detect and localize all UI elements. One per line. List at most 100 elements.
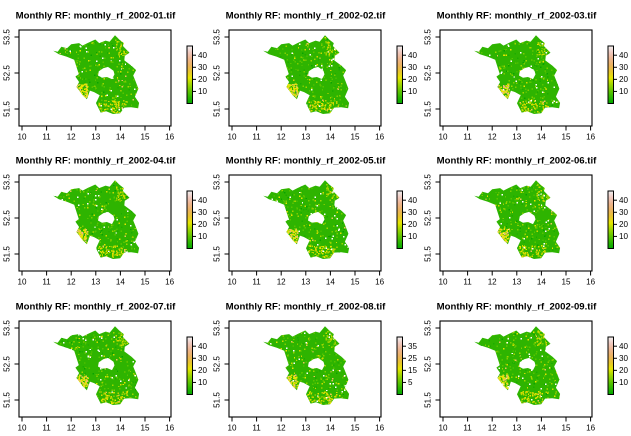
x-axis-tick-label: 15 bbox=[351, 278, 360, 287]
legend-tick-label: 30 bbox=[619, 208, 628, 217]
brandenburg-raster-map bbox=[263, 180, 350, 260]
x-axis-tick-label: 11 bbox=[253, 278, 262, 287]
x-axis-tick-label: 13 bbox=[302, 132, 311, 141]
legend-tick-label: 20 bbox=[198, 220, 207, 229]
x-axis-tick-label: 14 bbox=[537, 278, 546, 287]
x-axis-tick-label: 10 bbox=[438, 423, 447, 432]
legend-tick-label: 40 bbox=[198, 196, 207, 205]
x-axis-tick-label: 11 bbox=[42, 132, 51, 141]
x-axis-tick-label: 15 bbox=[561, 278, 570, 287]
legend-tick-label: 10 bbox=[408, 87, 417, 96]
y-axis-tick-label: 53.5 bbox=[3, 319, 12, 335]
map-panel-2002-05: Monthly RF: monthly_rf_2002-05.tif 10 11 12… bbox=[210, 145, 420, 290]
x-axis-tick-label: 12 bbox=[67, 132, 76, 141]
x-axis-tick-label: 13 bbox=[512, 423, 521, 432]
legend-colorbar bbox=[396, 45, 404, 104]
y-axis-tick-label: 53.5 bbox=[423, 29, 432, 45]
x-axis-tick-label: 10 bbox=[18, 132, 27, 141]
legend-colorbar bbox=[396, 336, 404, 395]
y-axis-tick-label: 52.5 bbox=[213, 210, 222, 226]
y-axis-tick-label: 53.5 bbox=[3, 29, 12, 45]
legend-tick-label: 20 bbox=[619, 366, 628, 375]
panel-title: Monthly RF: monthly_rf_2002-01.tif bbox=[16, 10, 176, 21]
legend-tick-label: 40 bbox=[619, 196, 628, 205]
legend-tick-label: 30 bbox=[408, 208, 417, 217]
x-axis-tick-label: 16 bbox=[586, 132, 595, 141]
legend-tick-label: 10 bbox=[198, 233, 207, 242]
y-axis-tick-label: 53.5 bbox=[213, 174, 222, 190]
x-axis-tick-label: 14 bbox=[537, 132, 546, 141]
panel-title: Monthly RF: monthly_rf_2002-06.tif bbox=[436, 156, 596, 167]
y-axis-tick-label: 53.5 bbox=[3, 174, 12, 190]
panel-plot: Monthly RF: monthly_rf_2002-05.tif 10 11 12… bbox=[213, 156, 418, 287]
x-axis-tick-label: 16 bbox=[586, 423, 595, 432]
x-axis-tick-label: 14 bbox=[326, 132, 335, 141]
panel-title: Monthly RF: monthly_rf_2002-07.tif bbox=[16, 301, 176, 312]
x-axis-tick-label: 16 bbox=[586, 278, 595, 287]
legend-tick-label: 40 bbox=[198, 342, 207, 351]
x-axis-tick-label: 16 bbox=[165, 132, 174, 141]
legend-tick-label: 40 bbox=[619, 51, 628, 60]
legend-tick-label: 15 bbox=[408, 366, 417, 375]
y-axis-tick-label: 52.5 bbox=[3, 210, 12, 226]
x-axis-tick-label: 12 bbox=[277, 278, 286, 287]
x-axis-tick-label: 10 bbox=[438, 278, 447, 287]
panel-title: Monthly RF: monthly_rf_2002-04.tif bbox=[16, 156, 176, 167]
y-axis-tick-label: 51.5 bbox=[3, 391, 12, 407]
panel-title: Monthly RF: monthly_rf_2002-03.tif bbox=[436, 10, 596, 21]
legend-tick-label: 20 bbox=[619, 220, 628, 229]
panel-title: Monthly RF: monthly_rf_2002-08.tif bbox=[226, 301, 386, 312]
y-axis-tick-label: 53.5 bbox=[423, 319, 432, 335]
panel-plot: Monthly RF: monthly_rf_2002-04.tif 10 11 12… bbox=[3, 156, 208, 287]
x-axis-tick-label: 13 bbox=[512, 278, 521, 287]
panel-plot: Monthly RF: monthly_rf_2002-03.tif 10 11 12… bbox=[423, 10, 628, 141]
x-axis-tick-label: 11 bbox=[253, 423, 262, 432]
x-axis-tick-label: 11 bbox=[253, 132, 262, 141]
x-axis-tick-label: 12 bbox=[487, 132, 496, 141]
brandenburg-raster-map bbox=[263, 35, 350, 114]
x-axis-tick-label: 10 bbox=[438, 132, 447, 141]
legend-tick-label: 20 bbox=[198, 75, 207, 84]
x-axis-tick-label: 15 bbox=[351, 423, 360, 432]
x-axis-tick-label: 15 bbox=[140, 423, 149, 432]
x-axis-tick-label: 13 bbox=[91, 423, 100, 432]
x-axis-tick-label: 14 bbox=[116, 423, 125, 432]
y-axis-tick-label: 52.5 bbox=[423, 210, 432, 226]
legend-tick-label: 20 bbox=[408, 75, 417, 84]
legend-colorbar bbox=[607, 336, 614, 395]
x-axis-tick-label: 12 bbox=[67, 423, 76, 432]
legend-tick-label: 30 bbox=[198, 63, 207, 72]
legend-tick-label: 10 bbox=[198, 87, 207, 96]
x-axis-tick-label: 10 bbox=[228, 423, 237, 432]
x-axis-tick-label: 14 bbox=[326, 278, 335, 287]
y-axis-tick-label: 51.5 bbox=[423, 391, 432, 407]
y-axis-tick-label: 52.5 bbox=[423, 355, 432, 371]
y-axis-tick-label: 52.5 bbox=[423, 65, 432, 81]
legend-tick-label: 35 bbox=[408, 342, 417, 351]
legend-tick-label: 10 bbox=[619, 233, 628, 242]
legend-tick-label: 30 bbox=[619, 354, 628, 363]
legend-tick-label: 10 bbox=[198, 378, 207, 387]
panel-plot: Monthly RF: monthly_rf_2002-09.tif 10 11 12… bbox=[423, 301, 628, 432]
y-axis-tick-label: 53.5 bbox=[213, 29, 222, 45]
legend-colorbar bbox=[186, 190, 193, 250]
legend-tick-label: 30 bbox=[198, 208, 207, 217]
x-axis-tick-label: 15 bbox=[140, 132, 149, 141]
x-axis-tick-label: 11 bbox=[463, 423, 472, 432]
map-panel-2002-03: Monthly RF: monthly_rf_2002-03.tif 10 11 12… bbox=[421, 0, 631, 145]
x-axis-tick-label: 14 bbox=[116, 278, 125, 287]
x-axis-tick-label: 12 bbox=[487, 423, 496, 432]
map-panel-2002-01: Monthly RF: monthly_rf_2002-01.tif 10 11 12… bbox=[0, 0, 210, 145]
brandenburg-raster-map bbox=[53, 180, 140, 260]
legend-tick-label: 40 bbox=[408, 51, 417, 60]
y-axis-tick-label: 51.5 bbox=[423, 101, 432, 117]
y-axis-tick-label: 51.5 bbox=[3, 246, 12, 262]
x-axis-tick-label: 12 bbox=[67, 278, 76, 287]
map-panel-2002-06: Monthly RF: monthly_rf_2002-06.tif 10 11 12… bbox=[421, 145, 631, 290]
x-axis-tick-label: 13 bbox=[512, 132, 521, 141]
y-axis-tick-label: 51.5 bbox=[213, 391, 222, 407]
legend-tick-label: 40 bbox=[198, 51, 207, 60]
x-axis-tick-label: 16 bbox=[165, 278, 174, 287]
map-panel-2002-07: Monthly RF: monthly_rf_2002-07.tif 10 11 12… bbox=[0, 291, 210, 436]
y-axis-tick-label: 51.5 bbox=[213, 101, 222, 117]
